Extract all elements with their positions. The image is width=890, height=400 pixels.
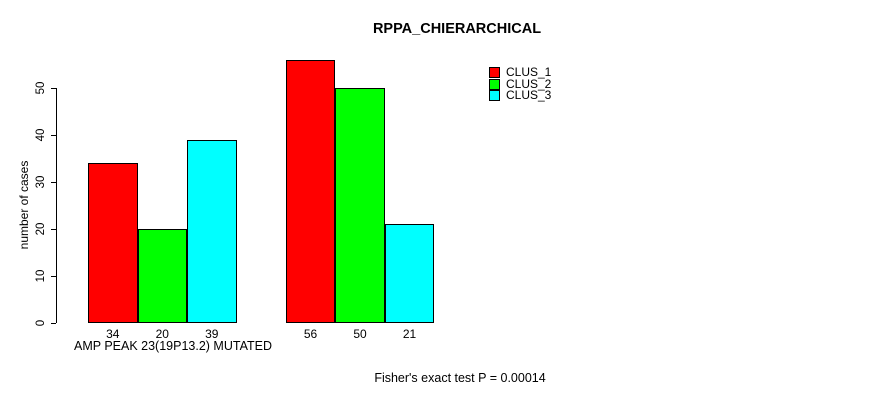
legend-item-clus_2: CLUS_2 — [489, 76, 552, 91]
legend-swatch-icon — [489, 90, 500, 102]
y-tick-label: 40 — [35, 128, 47, 142]
bar-clus_3-group1 — [187, 139, 237, 323]
y-tick — [51, 228, 56, 230]
y-axis-line — [56, 88, 57, 323]
y-tick — [51, 275, 56, 277]
fisher-test-annotation: Fisher's exact test P = 0.00014 — [374, 371, 546, 385]
bar-value-label: 50 — [353, 327, 367, 341]
y-tick-label: 50 — [35, 81, 47, 95]
bar-value-label: 39 — [205, 327, 219, 341]
chart-title: RPPA_CHIERARCHICAL — [372, 21, 542, 37]
y-tick-label: 0 — [35, 319, 47, 327]
legend-swatch-icon — [489, 67, 500, 79]
legend: CLUS_1 CLUS_2 CLUS_3 — [489, 65, 552, 102]
legend-swatch-icon — [489, 78, 500, 90]
bar-value-label: 20 — [155, 327, 169, 341]
legend-item-clus_1: CLUS_1 — [489, 65, 552, 79]
y-tick-label: 30 — [35, 175, 47, 189]
y-tick — [51, 322, 56, 324]
bar-clus_3-group2 — [384, 224, 435, 323]
x-axis-group-label: AMP PEAK 23(19P13.2) MUTATED — [74, 339, 272, 353]
bar-clus_2-group2 — [335, 88, 385, 323]
y-tick-label: 20 — [35, 222, 47, 236]
legend-item-clus_3: CLUS_3 — [489, 88, 552, 102]
y-tick — [51, 181, 56, 183]
legend-label: CLUS_2 — [506, 76, 552, 91]
y-tick — [51, 87, 56, 89]
bar-clus_1-group2 — [285, 59, 336, 323]
bar-value-label: 56 — [303, 327, 318, 341]
bar-value-label: 34 — [106, 327, 120, 341]
y-tick-label: 10 — [35, 269, 47, 283]
bar-value-label: 21 — [402, 327, 417, 341]
y-tick — [51, 134, 56, 136]
bar-clus_2-group1 — [137, 229, 187, 323]
legend-label: CLUS_3 — [506, 88, 552, 102]
y-axis-label: number of cases — [17, 160, 31, 250]
legend-label: CLUS_1 — [506, 65, 552, 79]
bar-clus_1-group1 — [88, 163, 138, 323]
